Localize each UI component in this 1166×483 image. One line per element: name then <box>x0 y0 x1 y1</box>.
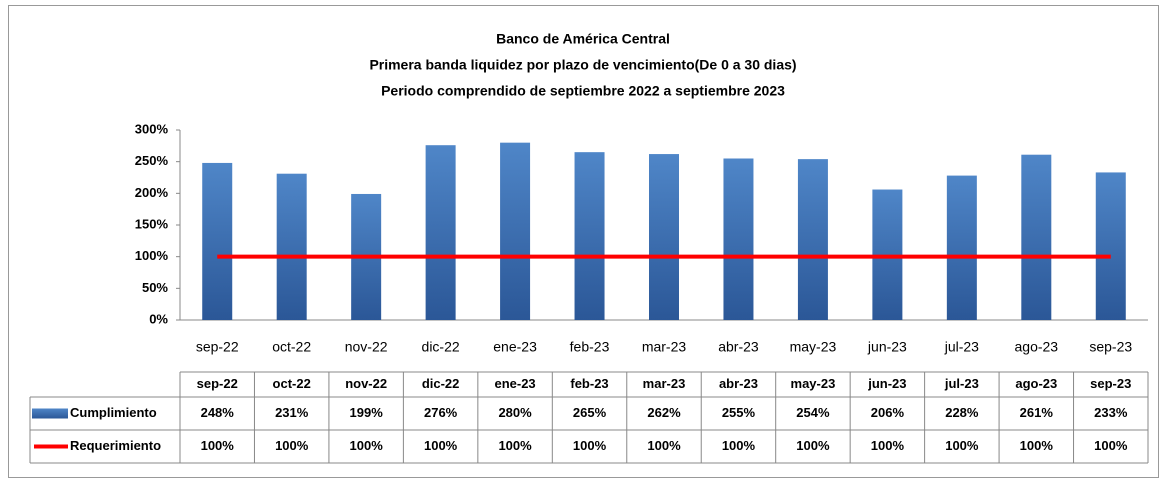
x-tick-label: ene-23 <box>493 339 537 355</box>
table-value: 255% <box>722 405 756 420</box>
table-value: 276% <box>424 405 458 420</box>
bar <box>1095 172 1126 320</box>
legend-key <box>32 408 68 419</box>
legend-label: Cumplimiento <box>70 405 157 420</box>
table-value: 100% <box>647 438 681 453</box>
x-tick-label: ago-23 <box>1015 339 1059 355</box>
table-header: jun-23 <box>867 376 906 391</box>
x-tick-label: jul-23 <box>944 339 979 355</box>
x-tick-label: may-23 <box>790 339 837 355</box>
table-value: 100% <box>573 438 607 453</box>
table-value: 100% <box>871 438 905 453</box>
table-header: abr-23 <box>719 376 758 391</box>
legend-label: Requerimiento <box>70 438 161 453</box>
table-value: 231% <box>275 405 309 420</box>
table-value: 100% <box>350 438 384 453</box>
table-value: 262% <box>647 405 681 420</box>
table-header: may-23 <box>791 376 836 391</box>
table-header: ago-23 <box>1015 376 1057 391</box>
bar <box>425 145 456 320</box>
x-tick-label: sep-22 <box>196 339 239 355</box>
table-value: 100% <box>722 438 756 453</box>
bar <box>574 152 605 320</box>
bar <box>723 158 754 320</box>
table-header: sep-23 <box>1090 376 1131 391</box>
chart-subtitle: Periodo comprendido de septiembre 2022 a… <box>381 83 785 99</box>
table-header: nov-22 <box>345 376 387 391</box>
bar <box>500 142 531 320</box>
table-value: 100% <box>498 438 532 453</box>
x-tick-label: oct-22 <box>272 339 311 355</box>
y-tick-label: 0% <box>149 311 168 326</box>
bar <box>1021 154 1052 320</box>
table-header: dic-22 <box>422 376 460 391</box>
table-value: 248% <box>201 405 235 420</box>
x-tick-label: jun-23 <box>867 339 907 355</box>
x-tick-label: dic-22 <box>422 339 460 355</box>
y-tick-label: 150% <box>135 216 169 231</box>
table-value: 280% <box>498 405 532 420</box>
chart-subtitle: Primera banda liquidez por plazo de venc… <box>369 57 796 73</box>
y-tick-label: 250% <box>135 153 169 168</box>
table-value: 100% <box>796 438 830 453</box>
x-tick-label: nov-22 <box>345 339 388 355</box>
chart-title: Banco de América Central <box>496 31 670 47</box>
bar <box>202 162 233 320</box>
table-value: 254% <box>796 405 830 420</box>
y-tick-label: 50% <box>142 280 168 295</box>
x-tick-label: sep-23 <box>1089 339 1132 355</box>
bar <box>946 175 977 320</box>
y-tick-label: 200% <box>135 185 169 200</box>
table-value: 265% <box>573 405 607 420</box>
table-header: ene-23 <box>494 376 535 391</box>
table-value: 206% <box>871 405 905 420</box>
y-tick-label: 100% <box>135 248 169 263</box>
y-tick-label: 300% <box>135 121 169 136</box>
table-value: 100% <box>424 438 458 453</box>
table-value: 233% <box>1094 405 1128 420</box>
bar <box>649 154 679 320</box>
table-value: 228% <box>945 405 979 420</box>
table-header: oct-22 <box>273 376 311 391</box>
table-header: sep-22 <box>197 376 238 391</box>
x-tick-label: feb-23 <box>570 339 610 355</box>
table-value: 199% <box>350 405 384 420</box>
table-header: mar-23 <box>643 376 686 391</box>
table-value: 100% <box>201 438 235 453</box>
table-value: 100% <box>1094 438 1128 453</box>
table-value: 100% <box>1020 438 1054 453</box>
table-value: 100% <box>275 438 309 453</box>
x-tick-label: abr-23 <box>718 339 759 355</box>
x-tick-label: mar-23 <box>642 339 687 355</box>
table-header: jul-23 <box>944 376 979 391</box>
bar <box>276 173 307 320</box>
bar <box>797 159 828 320</box>
table-value: 261% <box>1020 405 1054 420</box>
table-value: 100% <box>945 438 979 453</box>
table-header: feb-23 <box>570 376 608 391</box>
